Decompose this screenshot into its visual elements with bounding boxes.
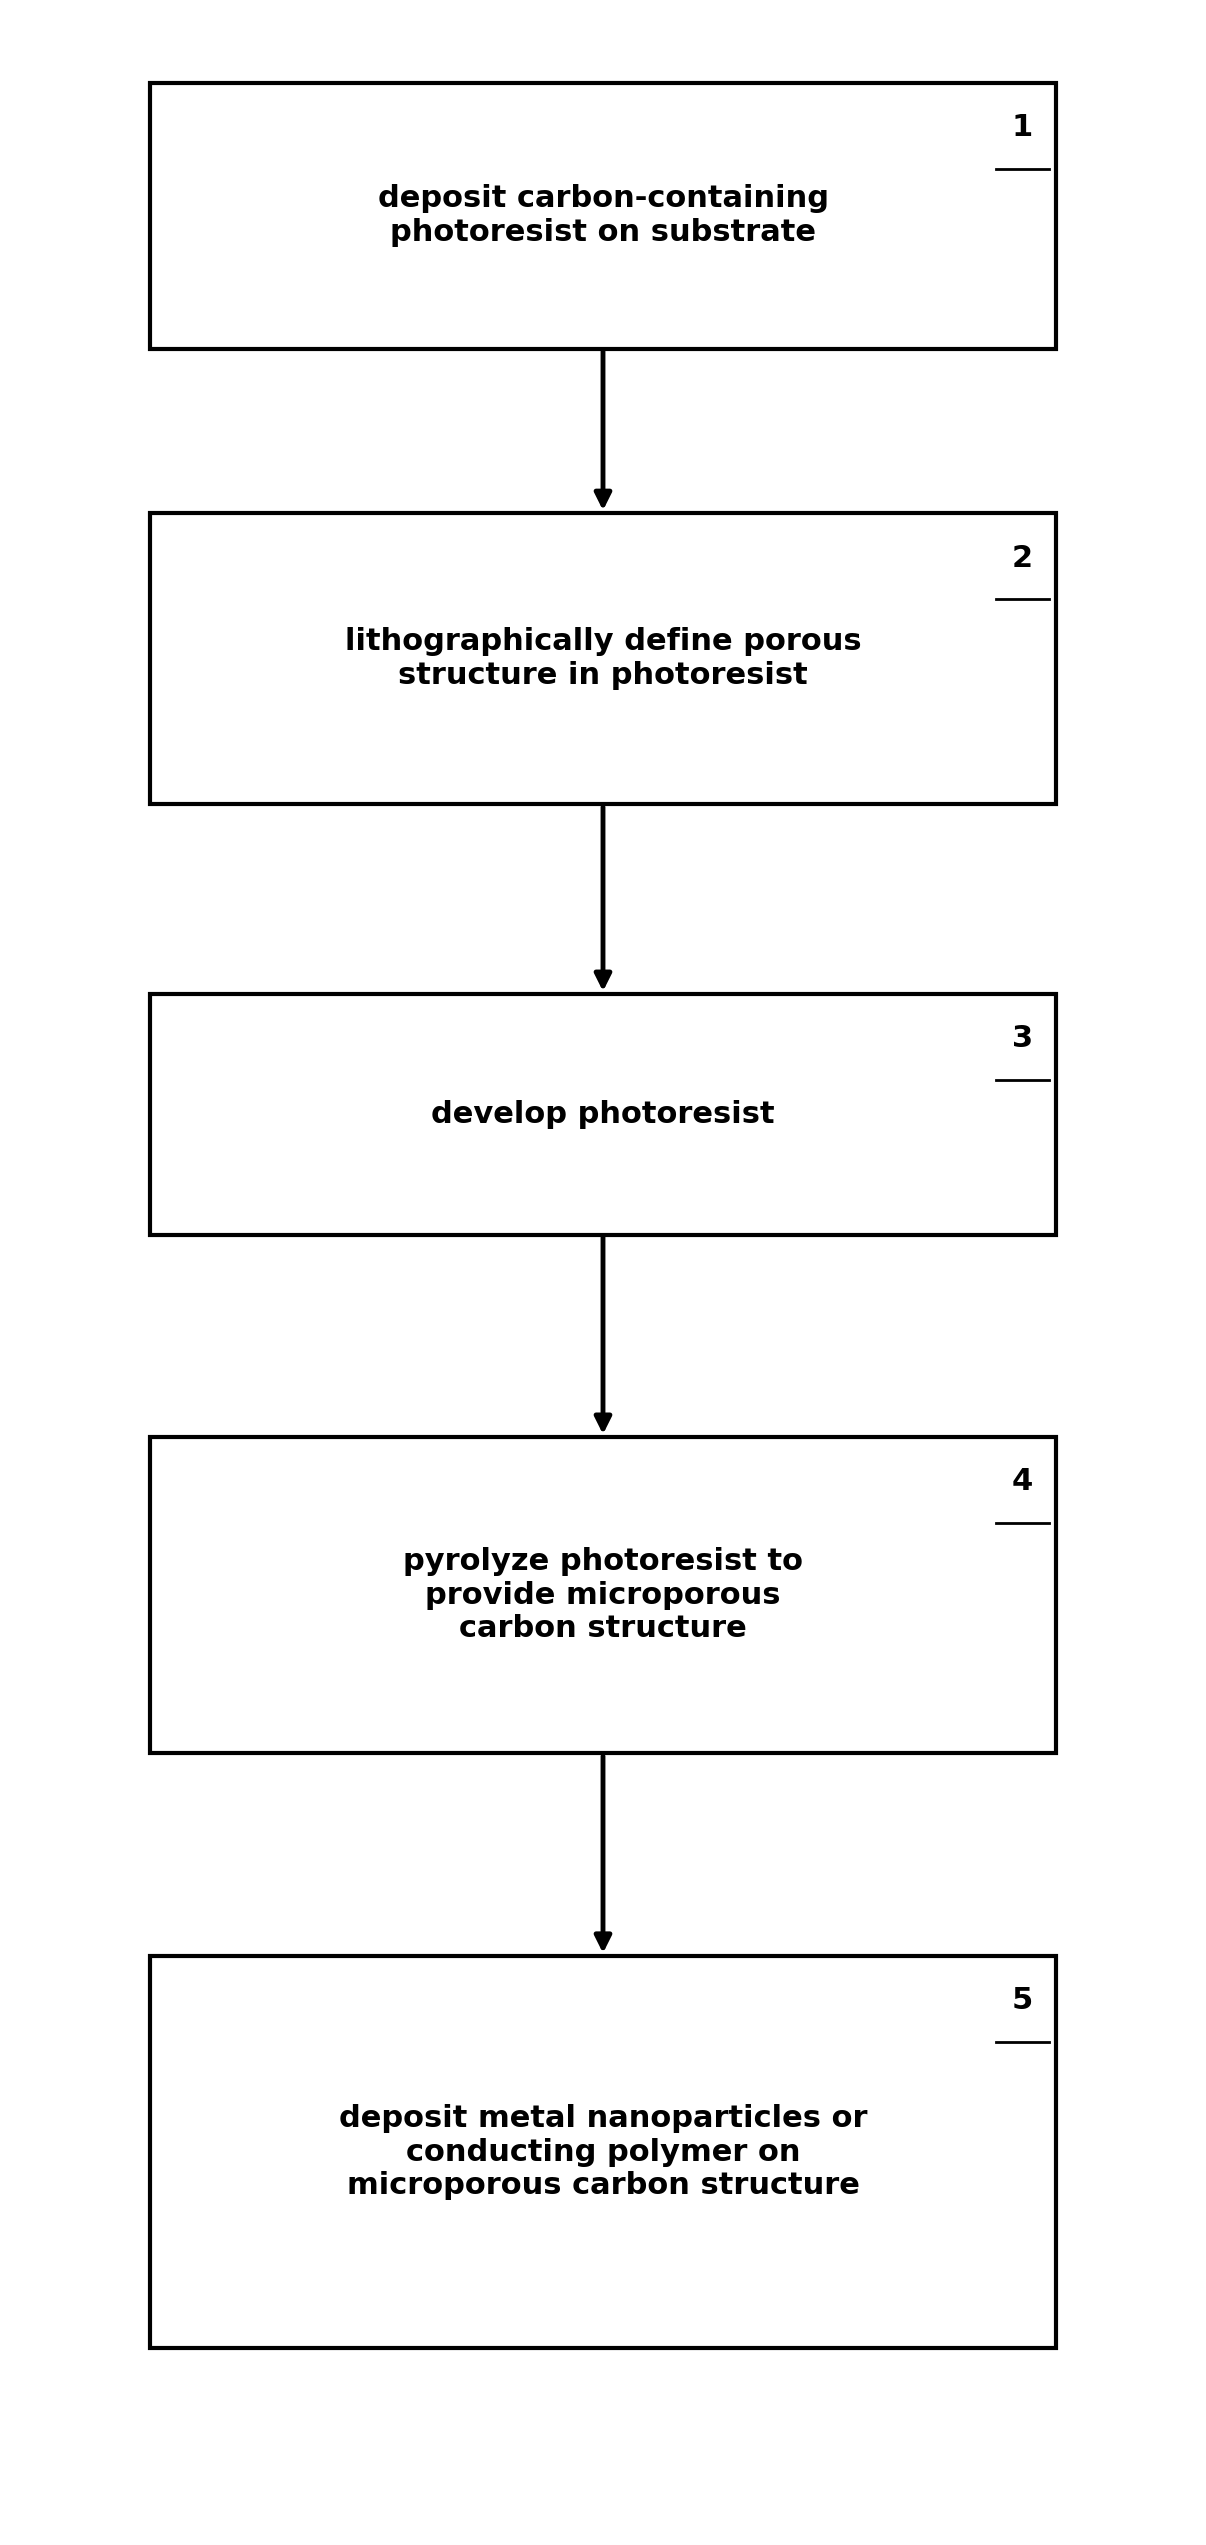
FancyBboxPatch shape <box>150 514 1056 804</box>
FancyBboxPatch shape <box>150 995 1056 1234</box>
Text: 5: 5 <box>1012 1985 1034 2016</box>
Text: 4: 4 <box>1012 1468 1034 1496</box>
Text: deposit metal nanoparticles or
conducting polymer on
microporous carbon structur: deposit metal nanoparticles or conductin… <box>339 2105 867 2201</box>
FancyBboxPatch shape <box>150 1438 1056 1754</box>
Text: 1: 1 <box>1012 112 1034 143</box>
FancyBboxPatch shape <box>150 84 1056 349</box>
Text: lithographically define porous
structure in photoresist: lithographically define porous structure… <box>345 629 861 690</box>
Text: pyrolyze photoresist to
provide microporous
carbon structure: pyrolyze photoresist to provide micropor… <box>403 1547 803 1644</box>
Text: 2: 2 <box>1012 545 1034 573</box>
Text: deposit carbon-containing
photoresist on substrate: deposit carbon-containing photoresist on… <box>377 183 829 247</box>
FancyBboxPatch shape <box>150 1957 1056 2349</box>
Text: 3: 3 <box>1012 1026 1034 1054</box>
Text: develop photoresist: develop photoresist <box>432 1099 774 1130</box>
